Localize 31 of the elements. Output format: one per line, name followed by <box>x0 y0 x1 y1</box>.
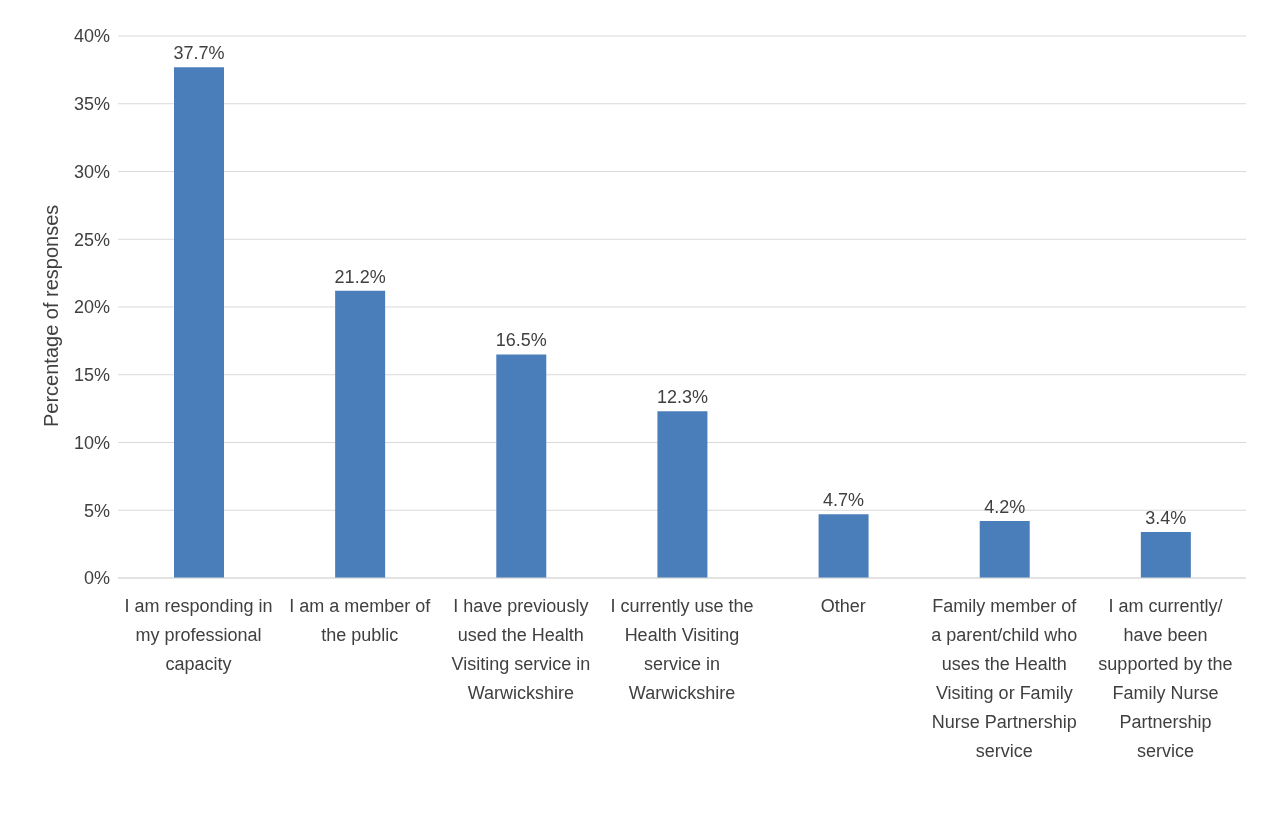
bar <box>979 521 1030 578</box>
x-tick-label: I am a member of the public <box>289 596 432 645</box>
data-label: 4.2% <box>984 497 1026 518</box>
x-tick-label: Other <box>820 596 866 616</box>
x-tick-label: I currently use the Health Visiting service in Warwickshire <box>610 596 754 703</box>
y-tick-label: 25% <box>73 229 110 250</box>
bar <box>657 411 708 578</box>
data-label: 16.5% <box>495 330 547 351</box>
bar <box>335 290 386 578</box>
y-tick-label: 20% <box>73 297 110 318</box>
x-tick-label: I have previously used the Health Visiting service in Warwickshire <box>451 596 591 703</box>
x-tick-label: Family member of a parent/child who uses the Health Visiting or Family Nurse Partnership service <box>931 596 1078 761</box>
data-label: 21.2% <box>334 266 386 287</box>
data-label: 12.3% <box>656 387 708 408</box>
data-label: 4.7% <box>823 490 865 511</box>
y-tick-label: 35% <box>73 94 110 115</box>
y-tick-label: 15% <box>73 365 110 386</box>
data-label: 37.7% <box>173 43 225 64</box>
data-label: 3.4% <box>1145 507 1187 528</box>
y-tick-label: 0% <box>83 568 110 589</box>
y-tick-label: 40% <box>73 26 110 47</box>
bar <box>818 514 869 578</box>
y-axis-title: Percentage of responses <box>40 204 63 427</box>
bar <box>1140 531 1191 578</box>
y-tick-label: 30% <box>73 161 110 182</box>
x-tick-label: I am responding in my professional capacity <box>124 596 273 674</box>
x-tick-label: I am currently/ have been supported by the Family Nurse Partnership service <box>1098 596 1233 761</box>
y-tick-label: 5% <box>83 500 110 521</box>
bar <box>174 67 224 578</box>
y-tick-label: 10% <box>73 432 110 453</box>
bar <box>496 354 547 578</box>
